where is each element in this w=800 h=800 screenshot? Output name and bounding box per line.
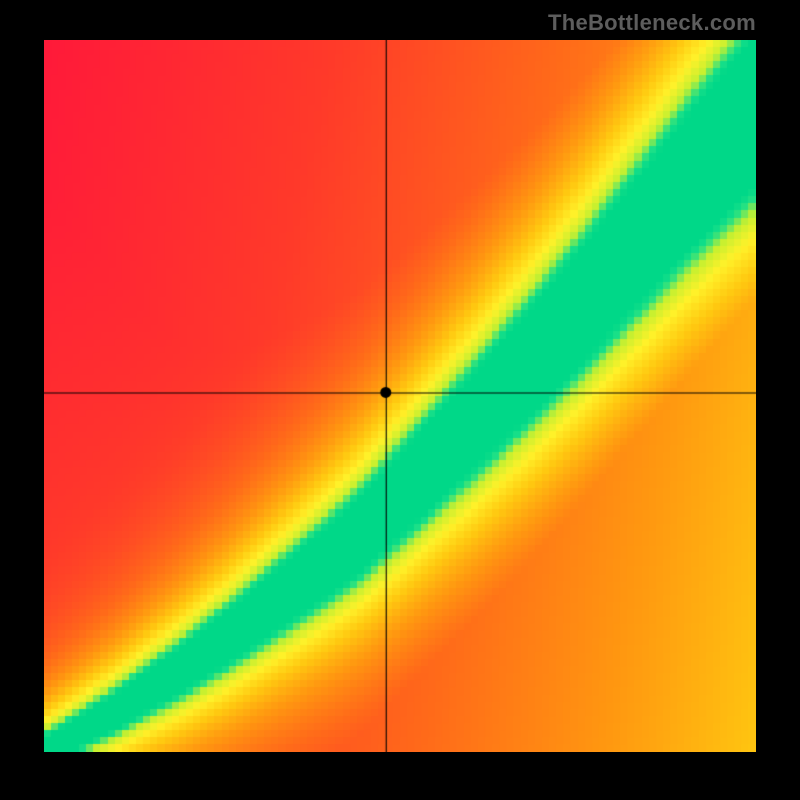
chart-frame: TheBottleneck.com [0, 0, 800, 800]
heatmap-plot-area [44, 40, 756, 752]
watermark-text: TheBottleneck.com [548, 10, 756, 36]
crosshair-overlay [44, 40, 756, 752]
